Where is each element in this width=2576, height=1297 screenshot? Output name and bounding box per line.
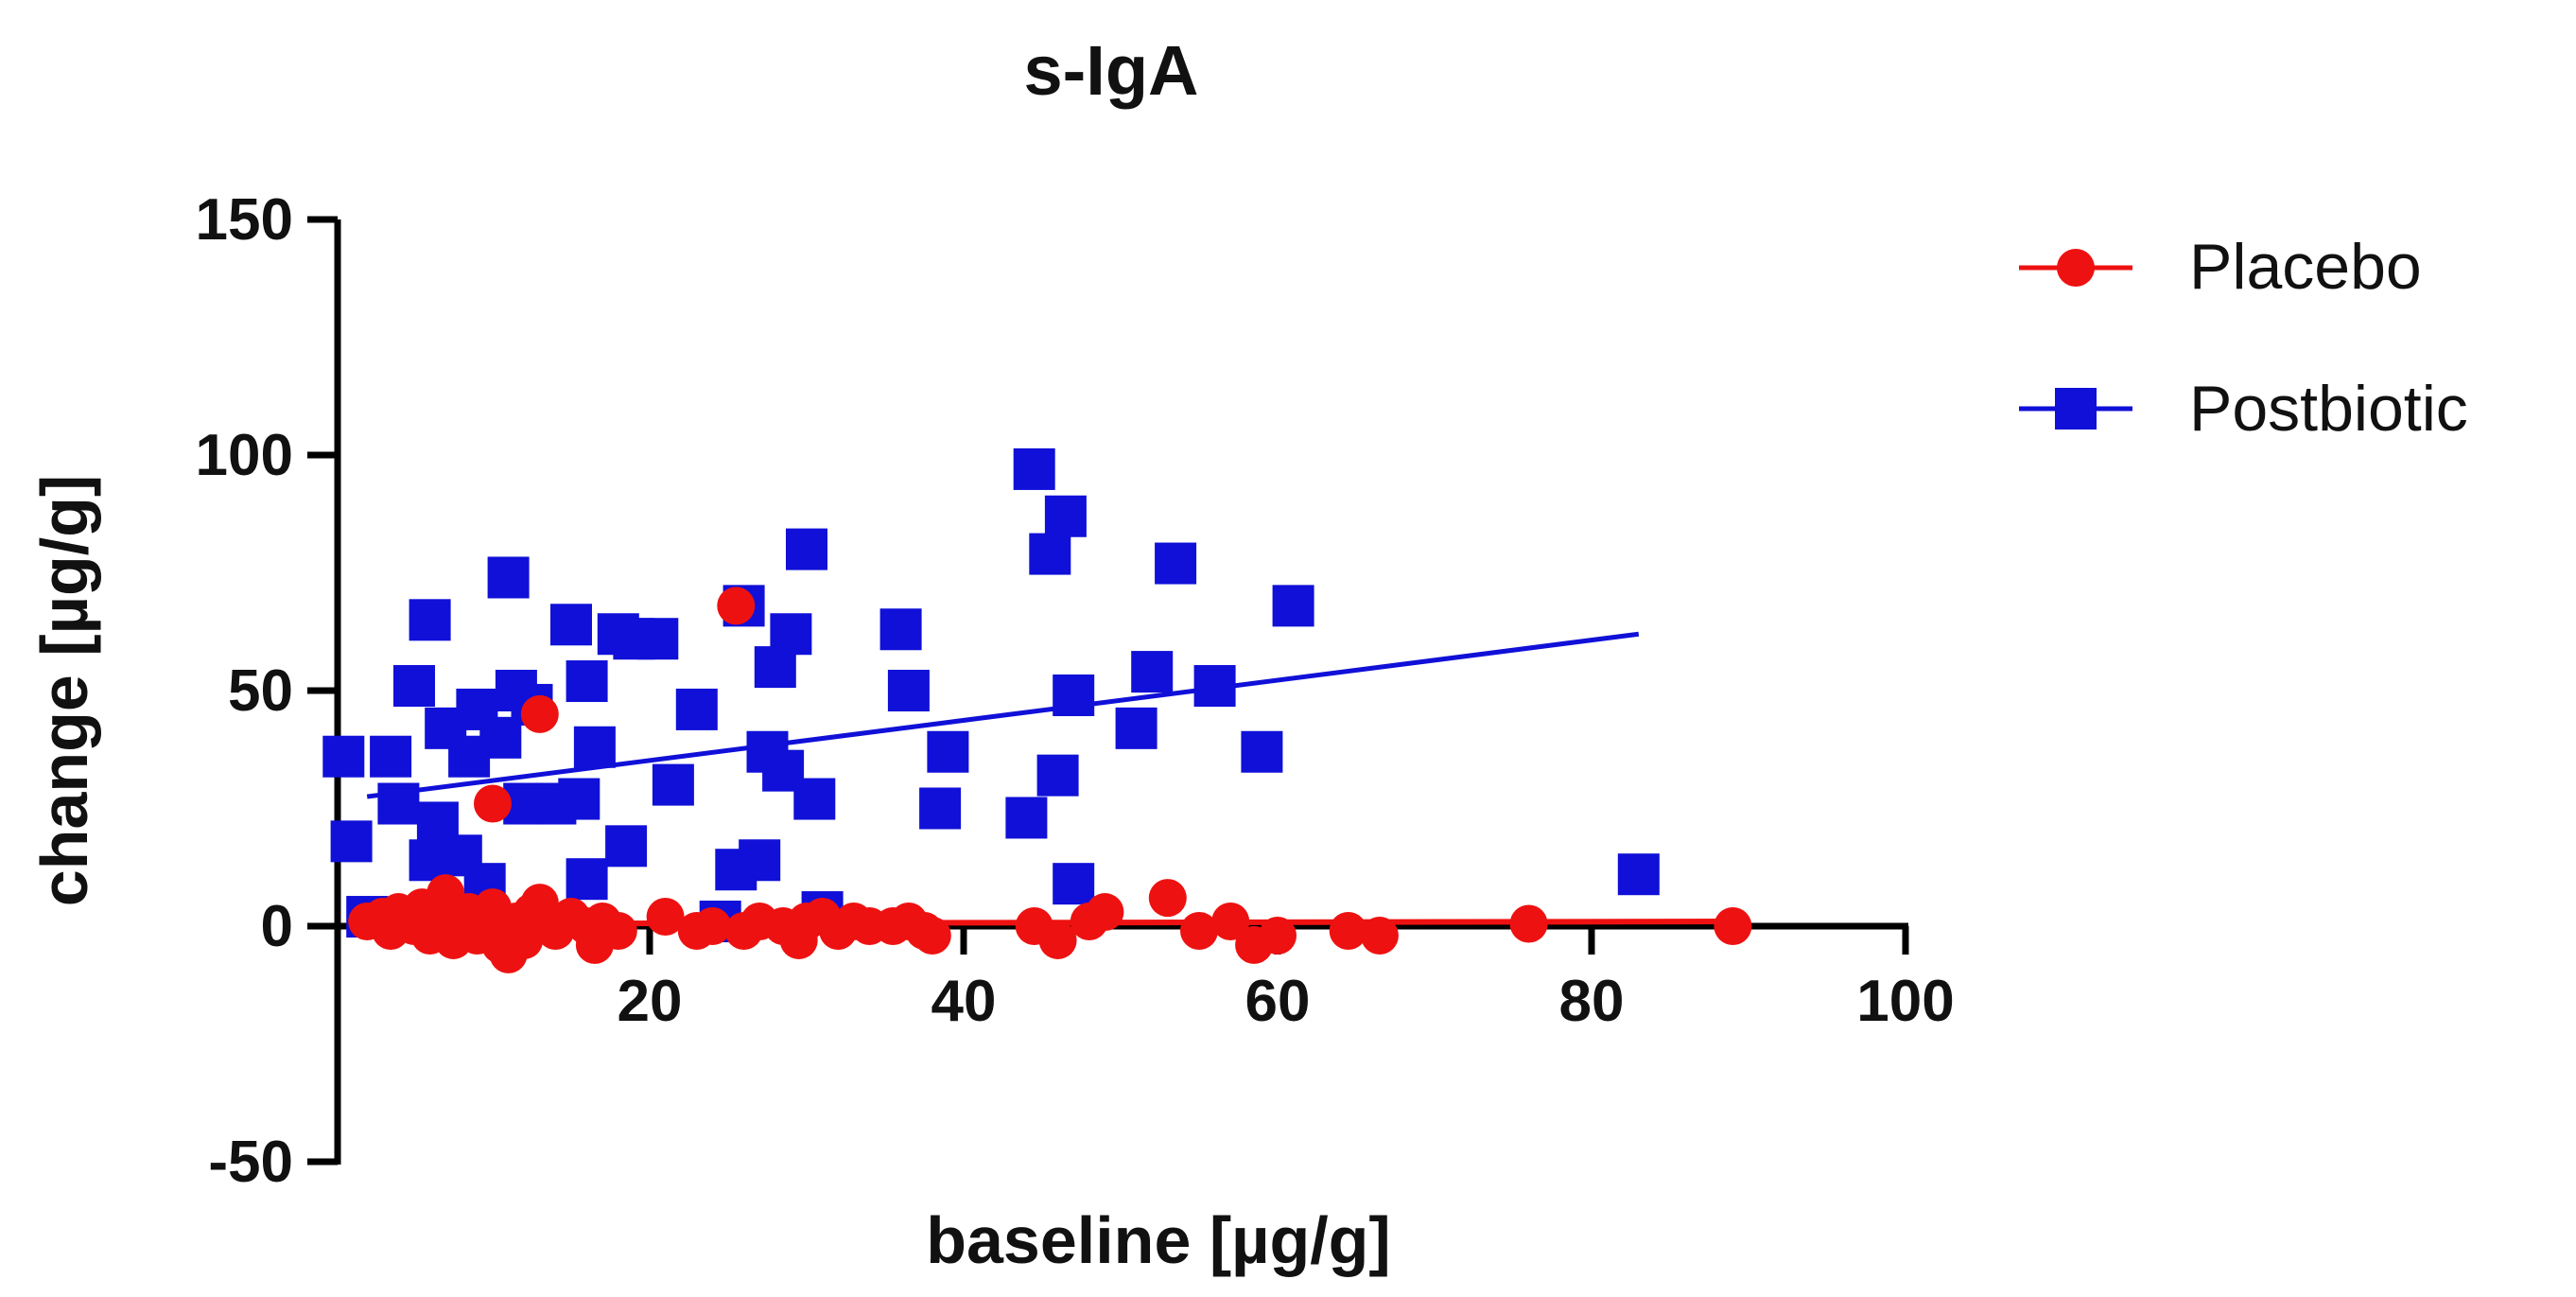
point-postbiotic [573, 726, 616, 768]
y-axis-label: change [µg/g] [27, 475, 101, 906]
point-placebo [1360, 916, 1399, 955]
point-placebo [646, 898, 685, 937]
y-tick-label: 0 [261, 894, 293, 959]
legend-label-postbiotic: Postbiotic [2189, 373, 2468, 445]
point-postbiotic [605, 825, 648, 868]
x-tick-label: 60 [1245, 969, 1311, 1034]
point-placebo [1714, 907, 1752, 945]
point-postbiotic [652, 763, 694, 806]
point-postbiotic [558, 778, 600, 820]
point-postbiotic [927, 730, 969, 773]
point-placebo [1180, 911, 1218, 950]
y-tick-label: 50 [228, 658, 293, 724]
point-postbiotic [1053, 863, 1095, 905]
point-postbiotic [1029, 533, 1071, 575]
point-placebo [1038, 920, 1077, 959]
point-postbiotic [770, 613, 812, 656]
point-postbiotic [879, 608, 922, 651]
point-postbiotic [1617, 853, 1660, 896]
point-postbiotic [566, 858, 608, 901]
point-postbiotic [322, 735, 365, 778]
point-postbiotic [377, 782, 420, 825]
legend-marker-postbiotic [2055, 388, 2097, 429]
point-placebo [1259, 916, 1297, 955]
point-placebo [1211, 903, 1250, 941]
point-placebo [520, 694, 559, 733]
y-axis-ticks: -50 0 50 100 150 [196, 187, 338, 1195]
legend-label-placebo: Placebo [2189, 231, 2422, 303]
point-placebo [1086, 893, 1124, 932]
point-placebo [1509, 904, 1548, 943]
data-points [322, 447, 1752, 973]
chart-title: s-IgA [1024, 31, 1199, 110]
y-tick-label: 150 [196, 187, 293, 253]
point-postbiotic [409, 599, 451, 641]
point-postbiotic [370, 735, 412, 778]
legend: Placebo Postbiotic [2019, 231, 2468, 445]
point-postbiotic [1193, 665, 1236, 708]
x-tick-label: 80 [1559, 969, 1625, 1034]
x-axis-label: baseline [µg/g] [926, 1203, 1391, 1277]
point-postbiotic [393, 665, 435, 708]
point-placebo [474, 784, 512, 823]
trend-line-postbiotic [366, 631, 1640, 799]
point-postbiotic [675, 688, 718, 730]
point-placebo [717, 587, 756, 625]
point-postbiotic [919, 787, 962, 830]
point-placebo [599, 911, 637, 950]
point-postbiotic [1044, 495, 1087, 537]
point-postbiotic [550, 604, 592, 646]
x-tick-label: 20 [618, 969, 683, 1034]
point-postbiotic [636, 618, 679, 660]
point-placebo [1148, 879, 1187, 918]
point-postbiotic [566, 660, 608, 703]
point-postbiotic [330, 820, 373, 863]
point-placebo [520, 884, 559, 922]
point-postbiotic [1005, 797, 1048, 839]
point-postbiotic [1053, 674, 1095, 716]
legend-marker-placebo [2057, 249, 2095, 287]
point-postbiotic [1241, 730, 1283, 773]
point-placebo [1329, 911, 1367, 950]
point-postbiotic [1131, 651, 1174, 693]
point-postbiotic [487, 556, 530, 599]
point-postbiotic [1155, 542, 1197, 585]
point-postbiotic [1013, 447, 1055, 490]
legend-item-postbiotic: Postbiotic [2019, 373, 2468, 445]
point-postbiotic [1272, 585, 1314, 627]
x-tick-label: 100 [1856, 969, 1954, 1034]
y-tick-label: -50 [208, 1130, 293, 1195]
point-postbiotic [1115, 707, 1157, 749]
point-postbiotic [887, 670, 930, 711]
point-postbiotic [1036, 754, 1079, 797]
point-placebo [913, 916, 951, 955]
x-axis-ticks: 20 40 60 80 100 [618, 926, 1955, 1034]
point-postbiotic [786, 528, 827, 570]
point-placebo [693, 907, 732, 945]
y-tick-label: 100 [196, 423, 293, 488]
x-tick-label: 40 [931, 969, 997, 1034]
point-postbiotic [739, 839, 781, 882]
legend-item-placebo: Placebo [2019, 231, 2422, 303]
point-postbiotic [793, 778, 836, 820]
